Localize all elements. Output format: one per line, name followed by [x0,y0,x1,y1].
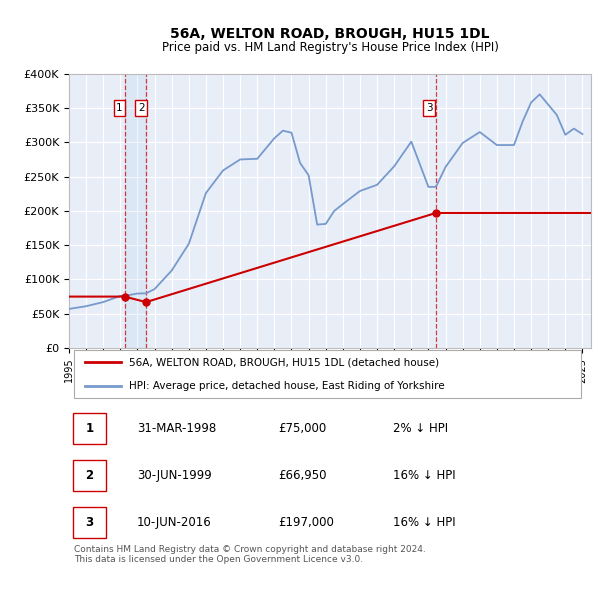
Text: 56A, WELTON ROAD, BROUGH, HU15 1DL: 56A, WELTON ROAD, BROUGH, HU15 1DL [170,27,490,41]
Text: 2: 2 [85,469,94,482]
FancyBboxPatch shape [73,413,106,444]
Text: HPI: Average price, detached house, East Riding of Yorkshire: HPI: Average price, detached house, East… [129,381,445,391]
Text: Price paid vs. HM Land Registry's House Price Index (HPI): Price paid vs. HM Land Registry's House … [161,41,499,54]
Text: 56A, WELTON ROAD, BROUGH, HU15 1DL (detached house): 56A, WELTON ROAD, BROUGH, HU15 1DL (deta… [129,357,439,367]
Text: 2: 2 [138,103,145,113]
Text: 1: 1 [85,422,94,435]
Text: 2% ↓ HPI: 2% ↓ HPI [392,422,448,435]
Text: 31-MAR-1998: 31-MAR-1998 [137,422,216,435]
Text: 1: 1 [116,103,123,113]
Text: £197,000: £197,000 [278,516,334,529]
FancyBboxPatch shape [73,460,106,491]
FancyBboxPatch shape [74,350,581,398]
Text: 3: 3 [426,103,433,113]
Text: 10-JUN-2016: 10-JUN-2016 [137,516,212,529]
Text: 16% ↓ HPI: 16% ↓ HPI [392,469,455,482]
Text: 16% ↓ HPI: 16% ↓ HPI [392,516,455,529]
FancyBboxPatch shape [73,507,106,539]
Text: 30-JUN-1999: 30-JUN-1999 [137,469,212,482]
Text: Contains HM Land Registry data © Crown copyright and database right 2024.
This d: Contains HM Land Registry data © Crown c… [74,545,426,564]
Text: 3: 3 [85,516,94,529]
Text: £66,950: £66,950 [278,469,326,482]
Text: £75,000: £75,000 [278,422,326,435]
Bar [125,74,146,348]
